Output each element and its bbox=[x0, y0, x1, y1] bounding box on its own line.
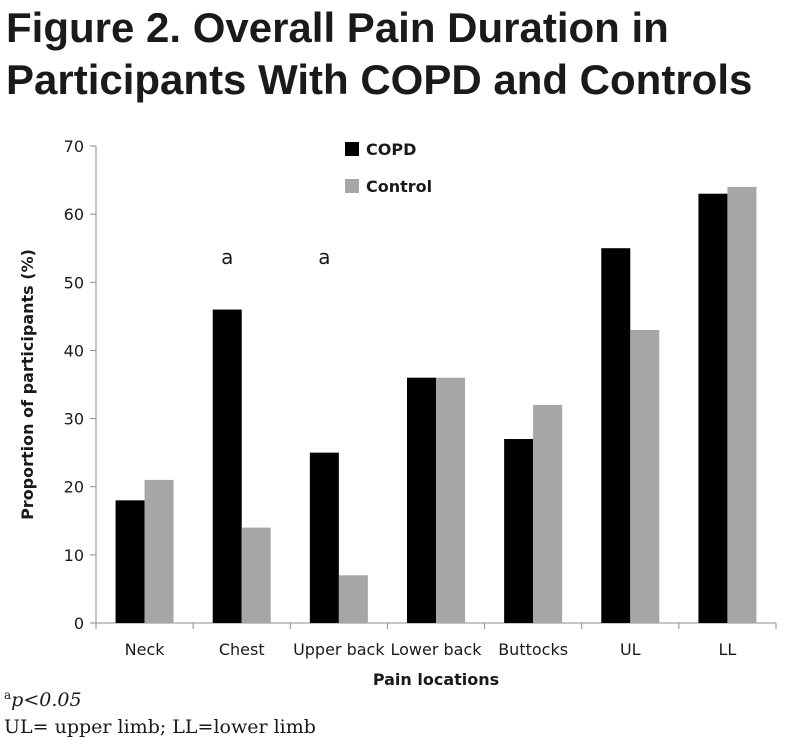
bar-chart: 0 10 20 30 40 50 60 70 Neck Chest Upper back Lower … bbox=[18, 137, 777, 689]
figure-title-line-1: Figure 2. Overall Pain Duration in bbox=[6, 4, 669, 51]
bar-control bbox=[436, 377, 465, 623]
y-tick-label: 40 bbox=[64, 341, 84, 360]
y-tick-label: 0 bbox=[74, 614, 84, 633]
legend-label-copd: COPD bbox=[366, 140, 416, 159]
bar-copd bbox=[407, 377, 436, 623]
significance-footnote: ap<0.05 bbox=[4, 688, 82, 711]
y-tick-label: 50 bbox=[64, 273, 84, 292]
bar-control bbox=[144, 479, 174, 623]
x-tick-label: UL bbox=[620, 640, 641, 659]
y-axis-title: Proportion of participants (%) bbox=[18, 249, 37, 520]
bar-copd bbox=[309, 452, 339, 623]
x-axis-title: Pain locations bbox=[373, 670, 499, 689]
bar-control bbox=[338, 575, 368, 623]
bar-control bbox=[727, 186, 757, 623]
significance-annotation: a bbox=[318, 245, 330, 269]
significance-annotation: a bbox=[221, 245, 233, 269]
bar-control bbox=[241, 527, 271, 623]
x-tick-label: Buttocks bbox=[498, 640, 568, 659]
bar-copd bbox=[212, 309, 242, 623]
significance-marker: a bbox=[4, 688, 12, 702]
x-tick-label: Neck bbox=[125, 640, 166, 659]
legend-swatch-copd bbox=[345, 142, 359, 156]
y-tick-label: 60 bbox=[64, 205, 84, 224]
figure-title-line-2: Participants With COPD and Controls bbox=[6, 56, 753, 103]
x-tick-label: LL bbox=[719, 640, 737, 659]
legend-swatch-control bbox=[345, 179, 359, 193]
bar-copd bbox=[504, 439, 534, 623]
y-tick-label: 30 bbox=[64, 410, 84, 429]
y-tick-label: 20 bbox=[64, 478, 84, 497]
bar-copd bbox=[115, 500, 145, 623]
abbreviation-footnote: UL= upper limb; LL=lower limb bbox=[4, 716, 316, 738]
bar-copd bbox=[601, 248, 631, 623]
x-tick-label: Lower back bbox=[390, 640, 482, 659]
x-tick-label: Chest bbox=[219, 640, 265, 659]
bar-control bbox=[630, 329, 660, 623]
y-tick-label: 70 bbox=[64, 137, 84, 156]
significance-text: p<0.05 bbox=[11, 689, 82, 711]
x-tick-label: Upper back bbox=[293, 640, 385, 659]
y-tick-label: 10 bbox=[64, 546, 84, 565]
bar-control bbox=[533, 404, 563, 623]
figure-title: Figure 2. Overall Pain Duration in Parti… bbox=[6, 2, 752, 106]
legend-label-control: Control bbox=[366, 177, 432, 196]
bar-copd bbox=[698, 193, 728, 623]
